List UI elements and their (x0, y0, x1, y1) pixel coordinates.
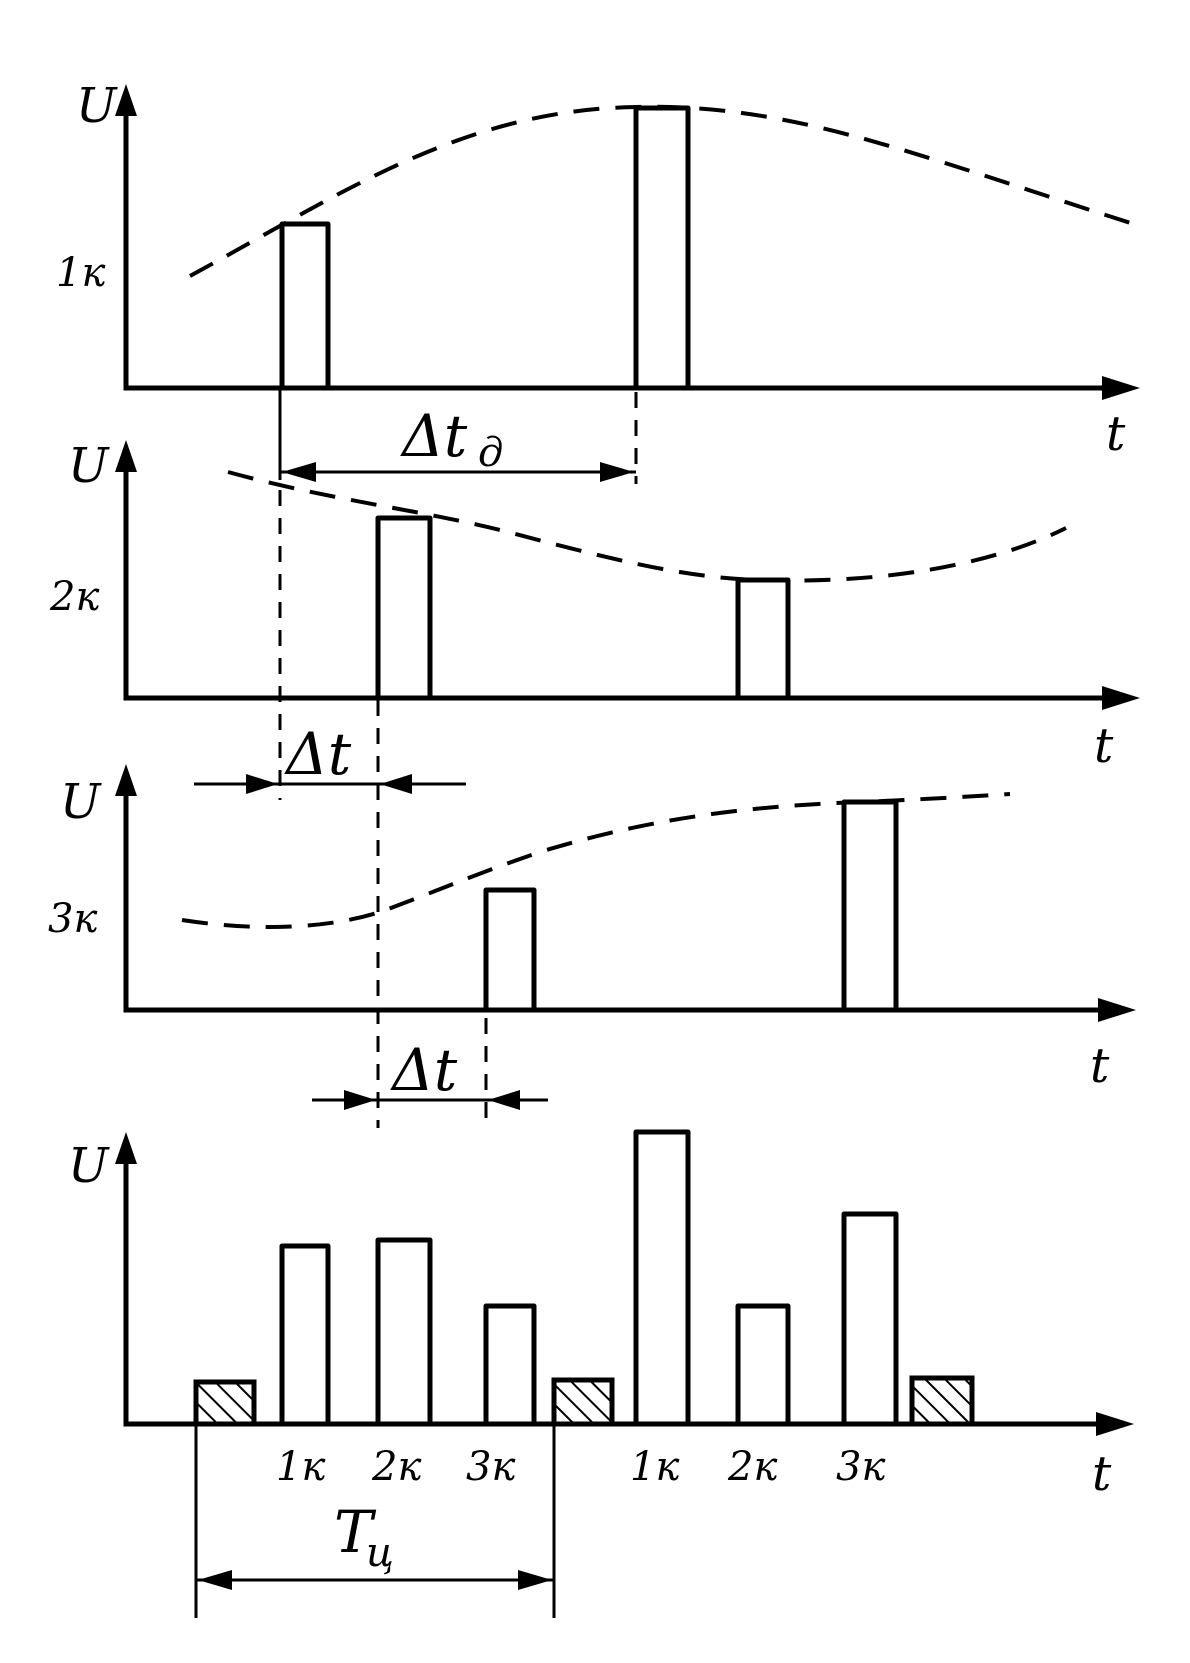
mux-pulse-2k-a (375, 1237, 433, 1427)
u-axis-arrow-2 (115, 440, 137, 472)
cycle-period-label: T (334, 1498, 377, 1566)
mux-channel-label-6: 3к (836, 1444, 885, 1490)
sync-pulse-1 (193, 1379, 257, 1427)
mux-channel-label-2: 2к (371, 1444, 421, 1490)
cycle-period-subscript: ц (366, 1530, 394, 1576)
u-axis-arrow-3 (115, 764, 137, 796)
mux-pulse-3k-a (483, 1303, 537, 1427)
channel-label-1: 1к (56, 250, 105, 296)
u-axis-arrow-1 (115, 84, 137, 116)
channel-shift-arrow-1a (246, 774, 278, 794)
t-axis-arrow-2 (1102, 686, 1140, 710)
envelope-curve-1 (189, 104, 1141, 278)
sampling-interval-label: Δt (400, 402, 468, 470)
mux-channel-label-5: 2к (727, 1444, 777, 1490)
panel-channel-2: U t 2к (49, 438, 1140, 774)
u-axis-label-4: U (68, 1138, 110, 1194)
sampling-interval-marker: Δt д (278, 388, 638, 484)
mux-channel-label-4: 1к (630, 1444, 679, 1490)
channel-shift-marker-1: Δt (194, 720, 466, 794)
mux-pulse-2k-b (735, 1303, 791, 1427)
cycle-period-marker: T ц (194, 1424, 556, 1618)
sample-pulse-1b (633, 105, 691, 391)
mux-pulse-1k-a (279, 1243, 331, 1427)
u-axis-label-3: U (60, 774, 102, 830)
u-axis-label-1: U (76, 78, 118, 134)
sampling-interval-subscript: д (478, 430, 503, 476)
mux-pulse-1k-b (633, 1129, 691, 1427)
sampling-interval-arrow-right (600, 462, 634, 482)
t-axis-arrow-1 (1102, 376, 1140, 400)
channel-shift-label-2: Δt (390, 1036, 458, 1104)
sample-pulse-2a (375, 515, 433, 701)
sample-pulse-1a (279, 221, 331, 391)
panel-channel-3: U t 3к (48, 764, 1136, 1094)
panel-multiplexed: U t 1к 2к 3к 1к 2к 3к (68, 1129, 1134, 1502)
mux-channel-label-1: 1к (276, 1444, 325, 1490)
t-axis-label-1: t (1106, 406, 1126, 462)
envelope-curve-2 (227, 470, 1067, 583)
sample-pulse-3a (483, 887, 537, 1013)
t-axis-label-4: t (1092, 1446, 1112, 1502)
t-axis-label-3: t (1090, 1038, 1110, 1094)
t-axis-arrow-3 (1098, 998, 1136, 1022)
channel-label-3: 3к (48, 896, 97, 942)
t-axis-arrow-4 (1096, 1412, 1134, 1436)
mux-channel-label-3: 3к (466, 1444, 515, 1490)
sample-pulse-2b (735, 577, 791, 701)
mux-pulse-3k-b (841, 1211, 899, 1427)
sample-pulse-3b (841, 799, 899, 1013)
panel-channel-1: U t 1к (56, 78, 1141, 462)
channel-shift-arrow-2b (488, 1090, 520, 1110)
envelope-curve-3 (181, 792, 1011, 929)
channel-shift-arrow-1b (380, 774, 412, 794)
cycle-period-arrow-right (518, 1570, 552, 1590)
sampling-interval-arrow-left (282, 462, 316, 482)
u-axis-arrow-4 (115, 1132, 137, 1164)
t-axis-label-2: t (1094, 718, 1114, 774)
sync-pulse-3 (909, 1375, 975, 1427)
channel-shift-marker-2: Δt (312, 1036, 548, 1110)
channel-shift-arrow-2a (344, 1090, 376, 1110)
u-axis-label-2: U (68, 438, 110, 494)
cycle-period-arrow-left (198, 1570, 232, 1590)
sync-pulse-2 (551, 1377, 615, 1427)
channel-label-2: 2к (49, 574, 99, 620)
channel-shift-label-1: Δt (284, 720, 352, 788)
